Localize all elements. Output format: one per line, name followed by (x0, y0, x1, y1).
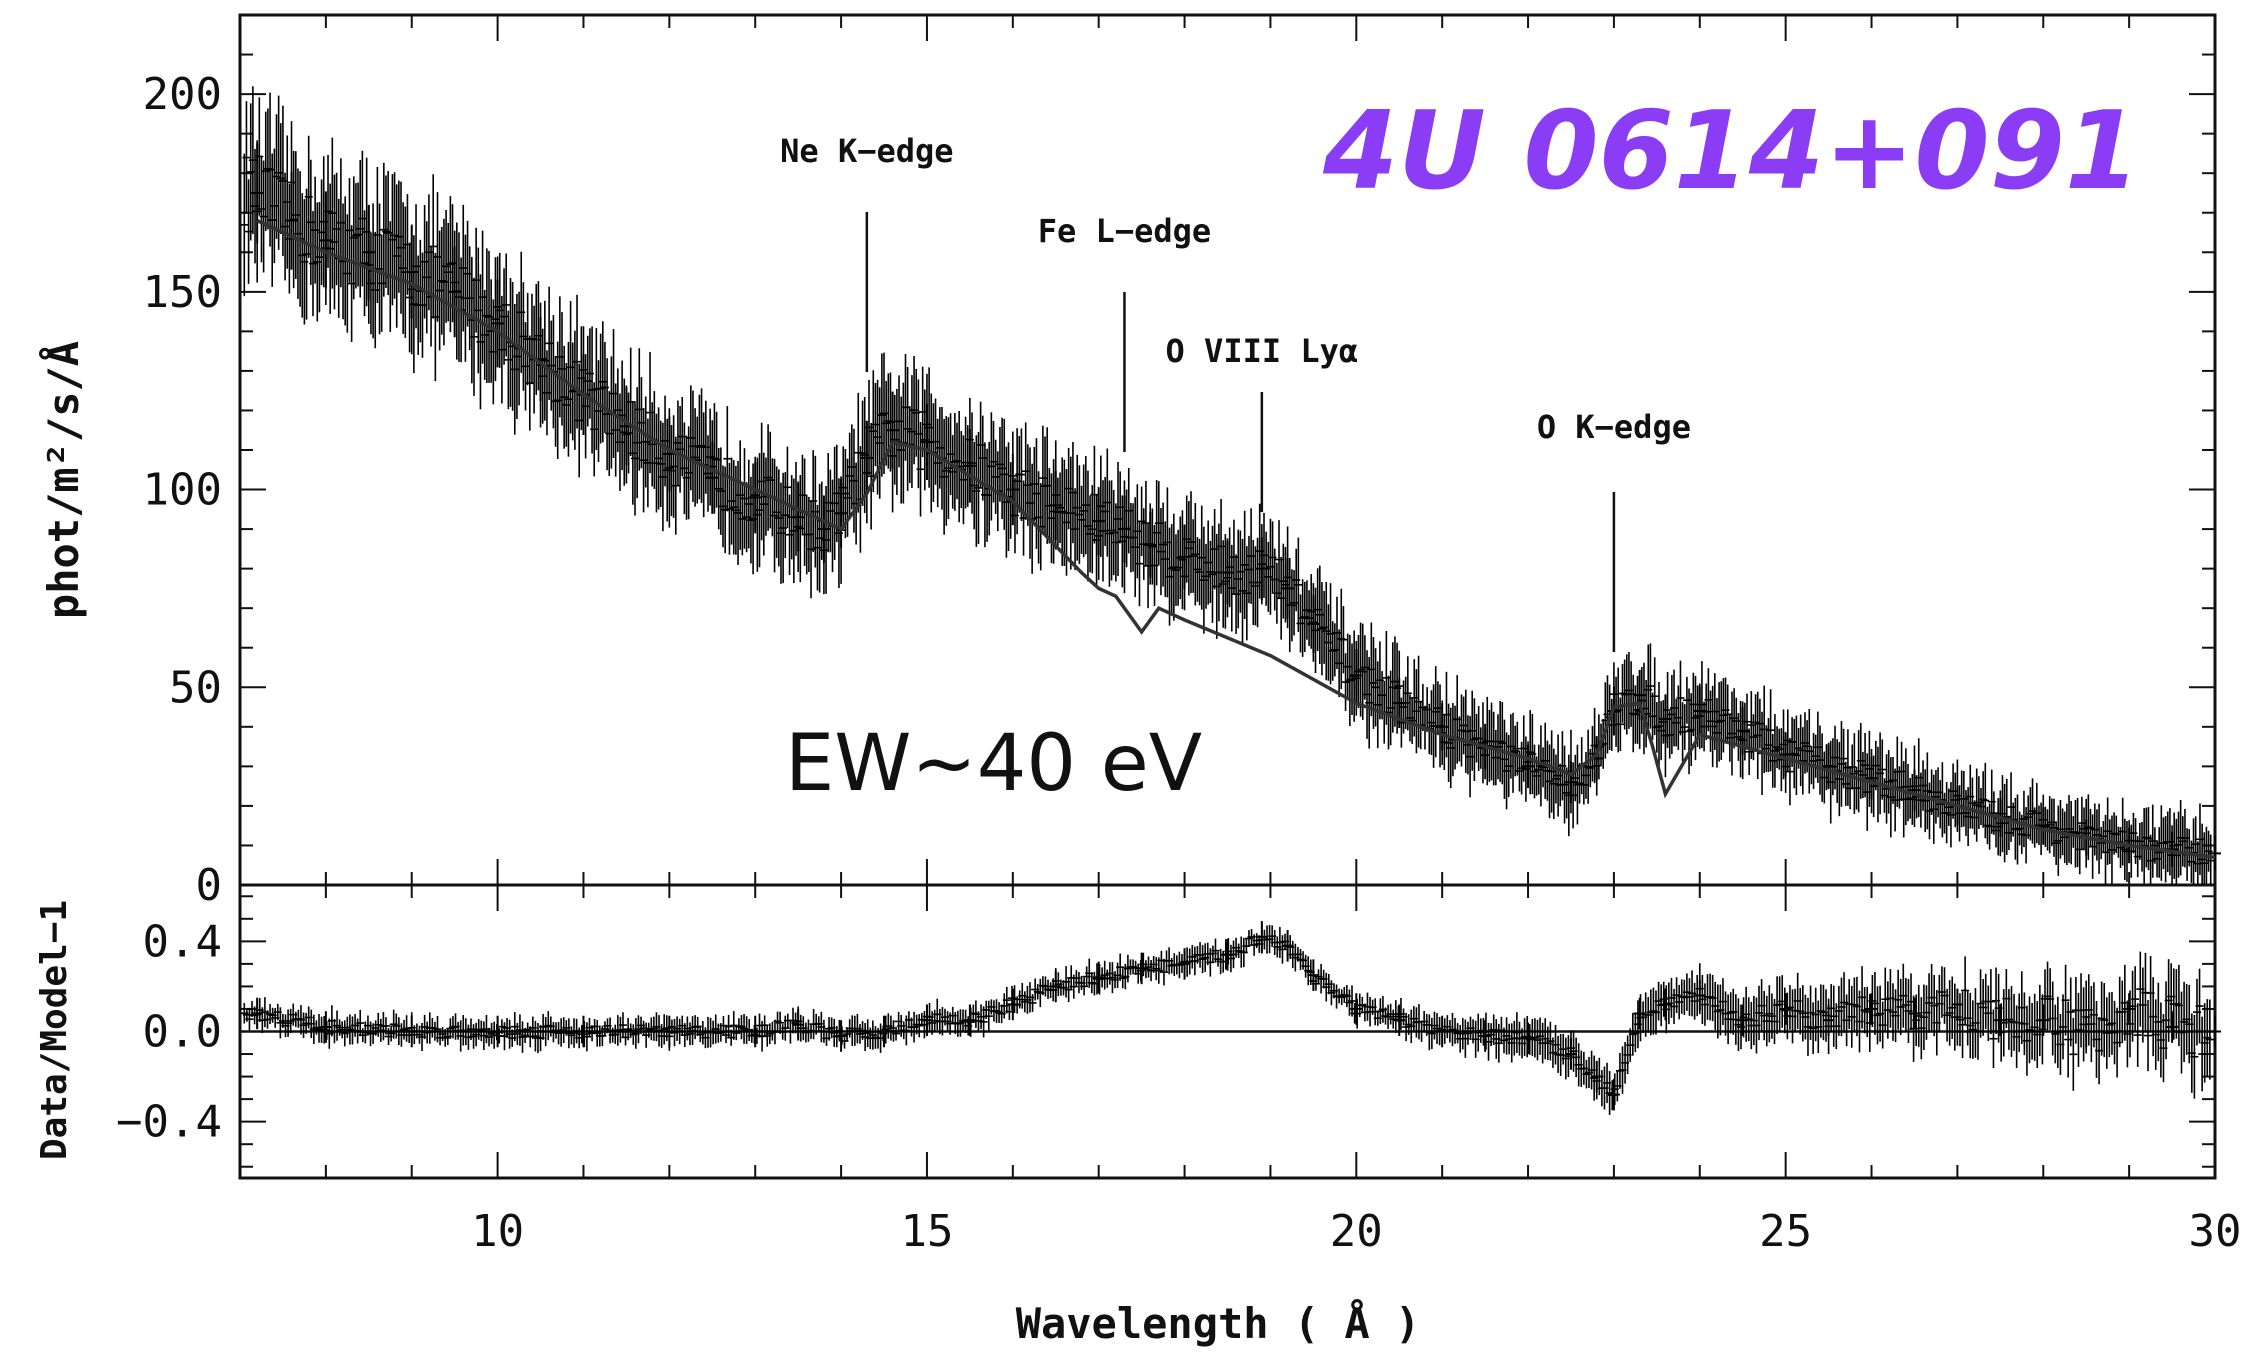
y-tick-label: −0.4 (116, 1097, 222, 1148)
text-layer: 4U 0614+091 EW~40 eV Wavelength ( Å ) ph… (34, 69, 2241, 1348)
y-tick-label: 0.4 (143, 916, 222, 967)
y-tick-label: 50 (169, 662, 222, 713)
x-tick-label: 25 (1759, 1206, 1812, 1257)
model-curve (256, 219, 2216, 860)
annotation-label: Ne K−edge (780, 132, 953, 170)
x-tick-label: 15 (900, 1206, 953, 1257)
y-tick-label: 150 (143, 267, 222, 318)
y-axis-title-residuals: Data/Model−1 (34, 900, 75, 1160)
x-axis-title: Wavelength ( Å ) (1016, 1298, 1421, 1348)
y-tick-label: 0 (196, 860, 223, 911)
equivalent-width-note: EW~40 eV (785, 719, 1202, 809)
annotation-label: O K−edge (1537, 408, 1691, 446)
y-tick-label: 100 (143, 465, 222, 516)
x-tick-label: 10 (471, 1206, 524, 1257)
marks-layer (240, 86, 2221, 1115)
y-tick-label: 200 (143, 69, 222, 120)
annotation-label: O VIII Lyα (1166, 332, 1359, 370)
axes-layer (238, 13, 2217, 1180)
source-name-title: 4U 0614+091 (1322, 89, 2140, 214)
y-tick-label: 0.0 (143, 1007, 222, 1058)
x-tick-label: 20 (1330, 1206, 1383, 1257)
x-tick-label: 30 (2189, 1206, 2242, 1257)
y-axis-title-spectrum: phot/m²/s/Å (38, 341, 88, 619)
annotation-label: Fe L−edge (1038, 212, 1211, 250)
